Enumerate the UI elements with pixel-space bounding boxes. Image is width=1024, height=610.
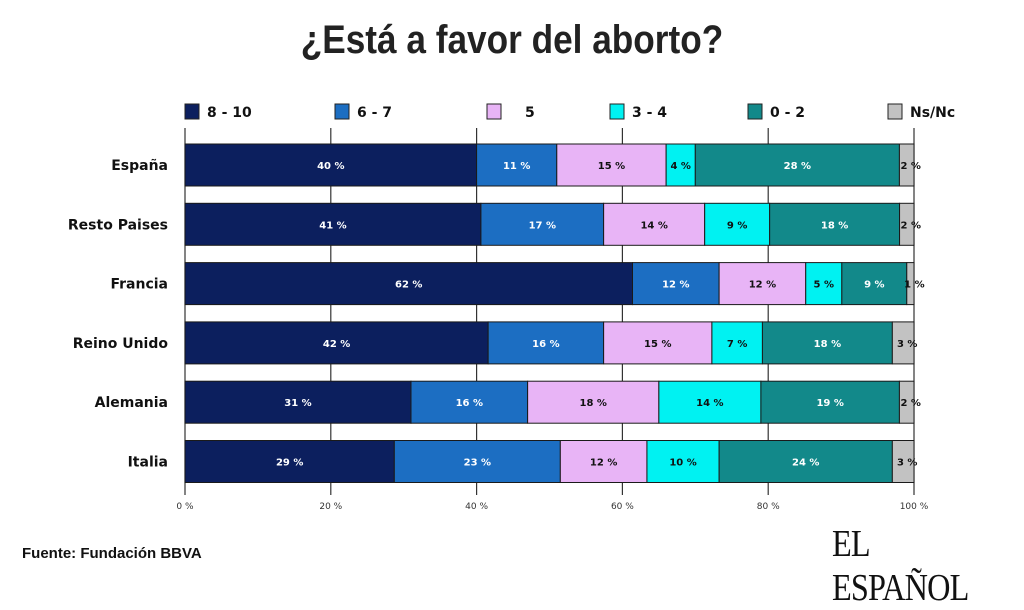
bar-segment (184, 440, 395, 483)
bar-segment (718, 262, 807, 306)
data-label: 10 % (669, 458, 696, 469)
data-label: 41 % (319, 220, 346, 231)
data-label: 1 % (904, 280, 924, 291)
data-label: 16 % (532, 339, 559, 350)
data-label: 12 % (590, 458, 617, 469)
data-label: 9 % (864, 280, 884, 291)
data-label: 42 % (323, 339, 350, 350)
category-label: Reino Unido (73, 336, 169, 352)
bar-segment (899, 202, 915, 246)
bar-segment (556, 143, 667, 187)
data-label: 40 % (317, 161, 344, 172)
bar-segment (906, 262, 915, 306)
data-label: 15 % (598, 161, 625, 172)
data-label: 23 % (464, 458, 491, 469)
category-label: Francia (110, 277, 168, 293)
category-label: Italia (128, 455, 168, 471)
data-label: 19 % (816, 398, 843, 409)
category-label: España (111, 158, 168, 174)
chart-title: ¿Está a favor del aborto? (300, 18, 724, 62)
bar-segment (769, 202, 901, 246)
el-espanol-logo: EL ESPAÑOL (832, 523, 969, 609)
legend-label: 8 - 10 (207, 105, 252, 121)
bar-segment (184, 321, 489, 365)
data-label: 16 % (456, 398, 483, 409)
data-label: 14 % (640, 220, 667, 231)
x-tick-label: 80 % (757, 502, 780, 512)
bar-segment (184, 380, 412, 424)
bar-segment (891, 321, 915, 365)
bar-segment (761, 321, 893, 365)
data-label: 7 % (727, 339, 747, 350)
data-label: 14 % (696, 398, 723, 409)
data-label: 2 % (900, 398, 920, 409)
bar-segment (393, 440, 561, 483)
legend-swatch (887, 103, 903, 120)
legend-swatch (184, 103, 200, 120)
stacked-bar-chart: 0 % 20 % 40 % 60 % 80 % 100 % 8 - 10 6 - 7 5 3 - … (68, 103, 955, 512)
bar-segment (184, 262, 634, 306)
bar-segment (487, 321, 605, 365)
legend-swatch (334, 103, 350, 120)
bar-segment (760, 380, 900, 424)
category-label: Resto Paises (68, 217, 168, 233)
bar-segment (898, 380, 915, 424)
bar-segment (632, 262, 720, 306)
bar-segment (527, 380, 660, 424)
legend-label: 3 - 4 (632, 105, 667, 121)
data-label: 62 % (395, 280, 422, 291)
source-note: Fuente: Fundación BBVA (22, 545, 202, 562)
data-label: 4 % (670, 161, 690, 172)
data-label: 9 % (727, 220, 747, 231)
data-label: 5 % (814, 280, 834, 291)
x-tick-label: 0 % (176, 502, 194, 512)
legend-label: Ns/Nc (910, 105, 955, 121)
data-label: 12 % (749, 280, 776, 291)
bar-segment (476, 143, 558, 187)
bar-segment (805, 262, 843, 306)
legend-label: 0 - 2 (770, 105, 805, 121)
legend-swatch (486, 103, 502, 120)
data-label: 29 % (276, 458, 303, 469)
data-label: 12 % (662, 280, 689, 291)
bar-segment (184, 202, 482, 246)
bar-segment (665, 143, 696, 187)
data-label: 18 % (814, 339, 841, 350)
data-label: 18 % (821, 220, 848, 231)
bar-segment (841, 262, 908, 306)
data-label: 2 % (900, 161, 920, 172)
data-label: 28 % (784, 161, 811, 172)
bar-segment (646, 440, 720, 483)
data-label: 3 % (897, 458, 917, 469)
bar-segment (603, 321, 713, 365)
bar-segment (694, 143, 900, 187)
data-label: 11 % (503, 161, 530, 172)
bar-segment (718, 440, 893, 483)
bar-segment (658, 380, 762, 424)
x-tick-label: 100 % (900, 502, 929, 512)
bar-segment (480, 202, 605, 246)
legend-label: 6 - 7 (357, 105, 392, 121)
x-tick-label: 60 % (611, 502, 634, 512)
bar-segment (898, 143, 915, 187)
legend-swatch (609, 103, 625, 120)
x-tick-label: 20 % (319, 502, 342, 512)
data-label: 15 % (644, 339, 671, 350)
bar-segment (891, 440, 915, 483)
data-label: 3 % (897, 339, 917, 350)
data-label: 2 % (901, 220, 921, 231)
bar-segment (704, 202, 771, 246)
legend-label: 5 (525, 105, 535, 121)
bar-segment (410, 380, 529, 424)
category-label: Alemania (95, 395, 168, 411)
data-label: 18 % (580, 398, 607, 409)
data-label: 24 % (792, 458, 819, 469)
legend-swatch (747, 103, 763, 120)
x-tick-label: 40 % (465, 502, 488, 512)
bar-segment (559, 440, 648, 483)
data-label: 31 % (284, 398, 311, 409)
data-label: 17 % (529, 220, 556, 231)
